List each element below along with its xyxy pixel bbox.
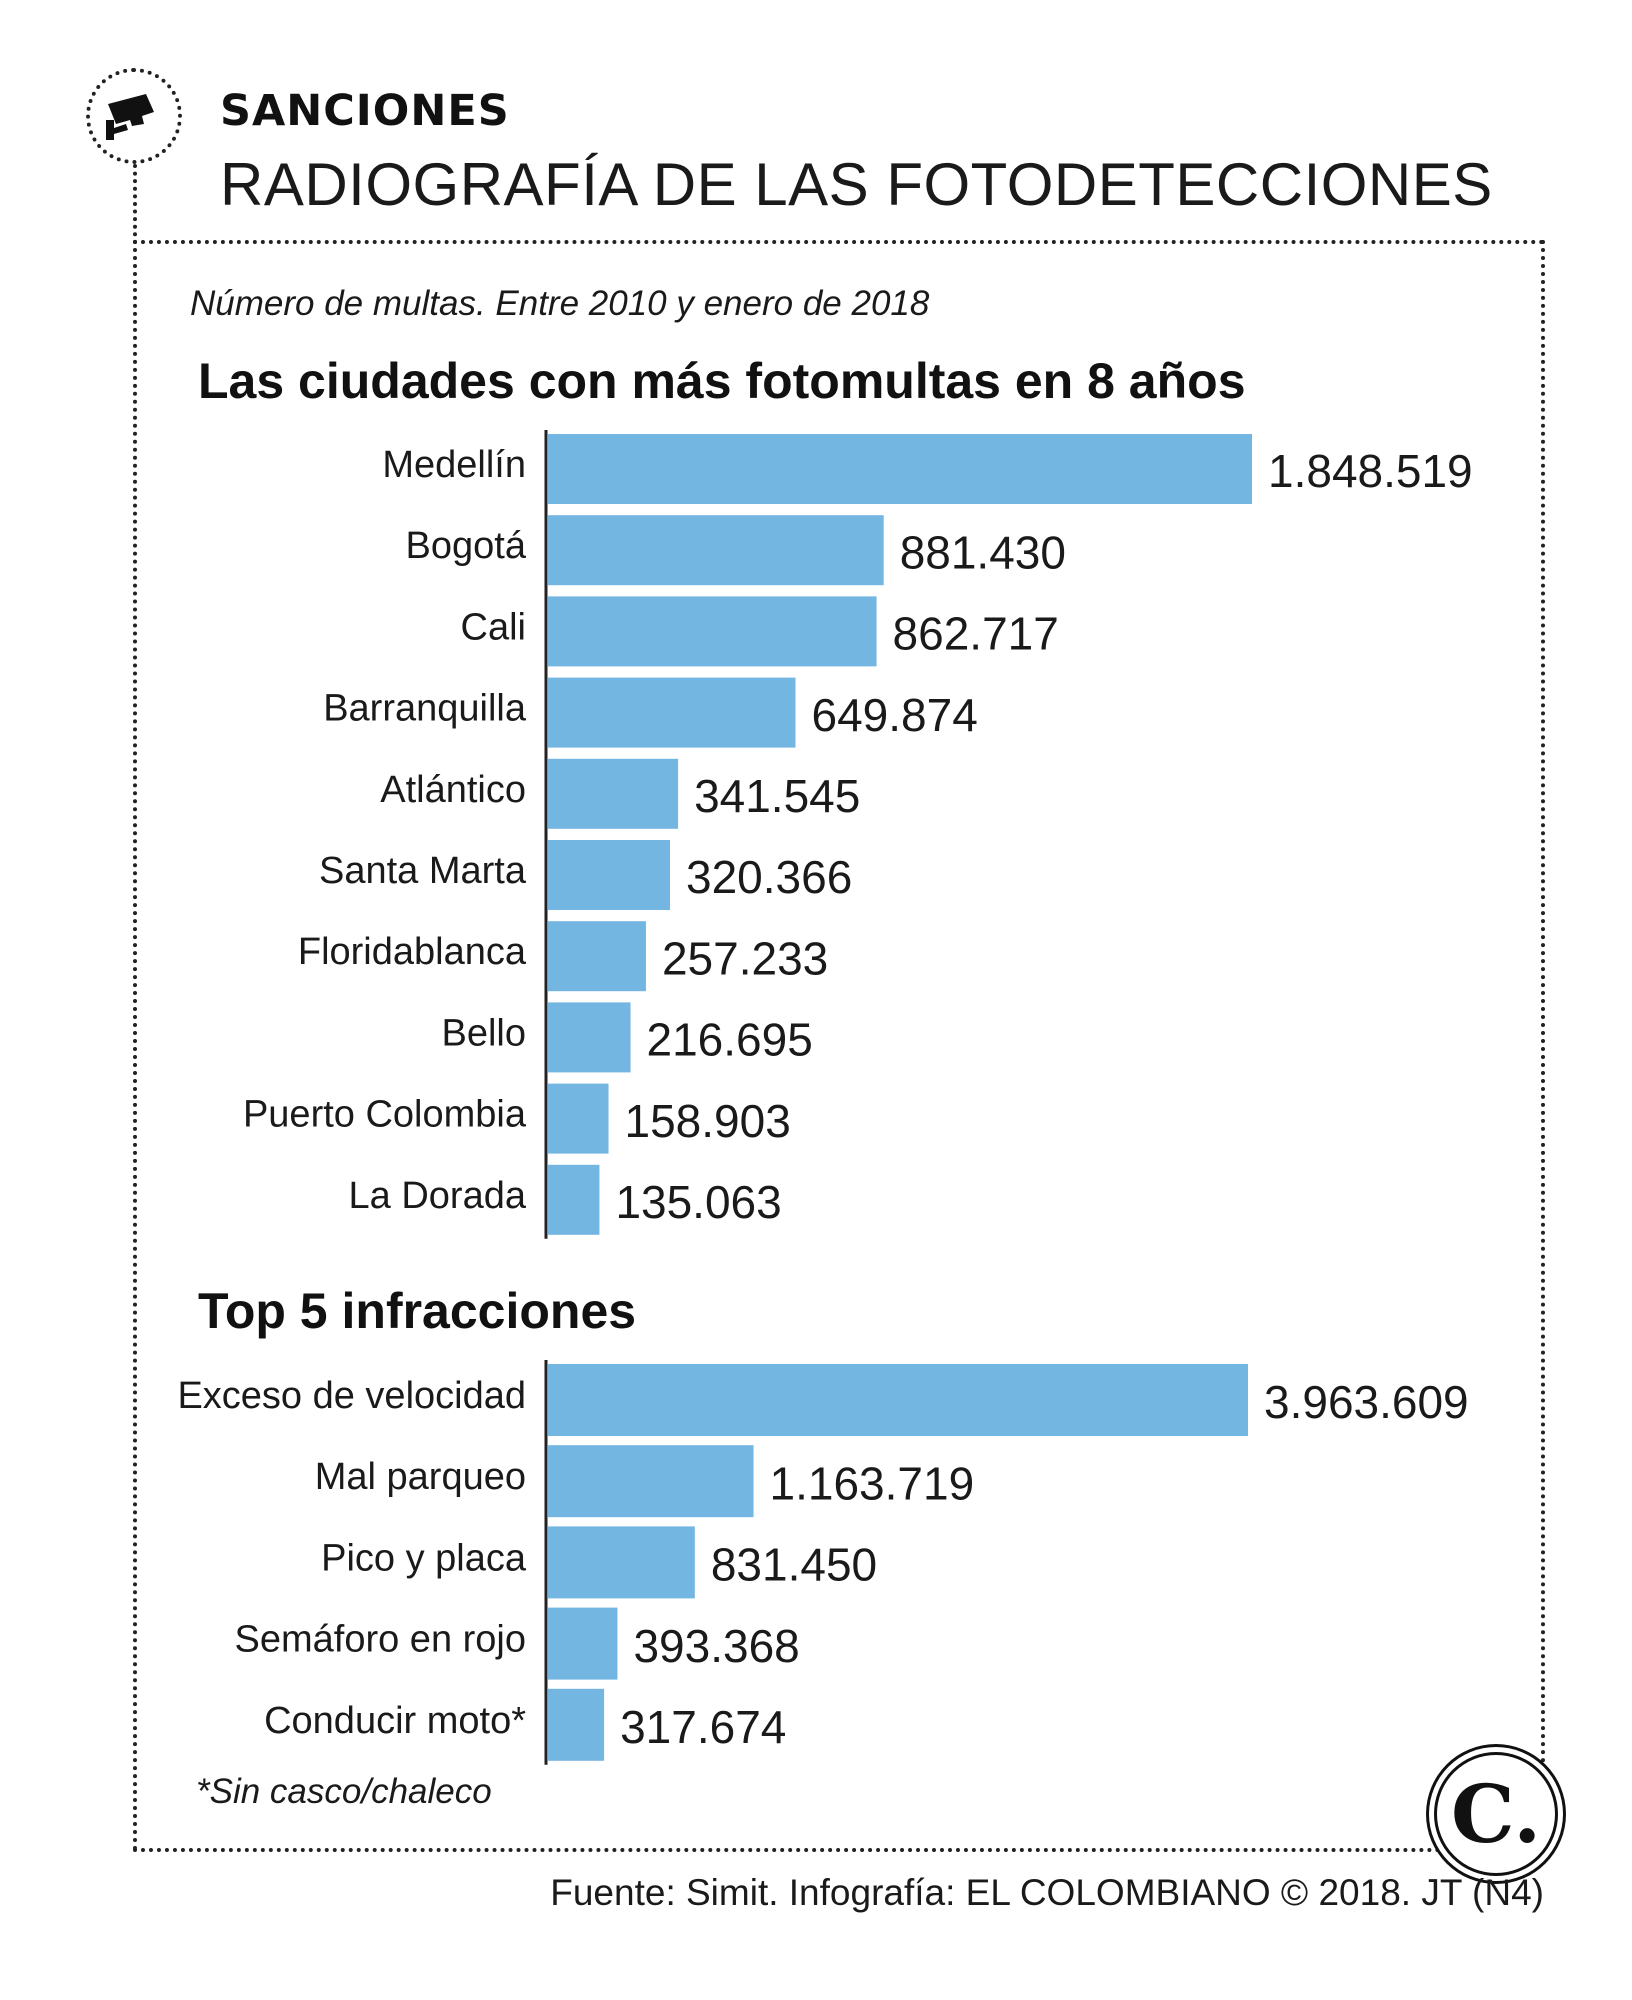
category-label: Cali: [461, 606, 526, 648]
category-label: Mal parqueo: [315, 1456, 526, 1498]
source-credit: Fuente: Simit. Infografía: EL COLOMBIANO…: [550, 1872, 1544, 1913]
cities-bar-chart: Medellín 1.848.519 Bogotá 881.430 Cali 862.71…: [243, 430, 1473, 1239]
icon-connector-line: [133, 164, 137, 244]
category-label: La Dorada: [349, 1175, 527, 1217]
category-label: Floridablanca: [298, 931, 527, 973]
bar-4: [548, 1688, 605, 1761]
category-label: Conducir moto*: [264, 1700, 526, 1742]
bar-0: [548, 434, 1252, 504]
bar-1: [548, 515, 884, 586]
bar-9: [548, 1164, 600, 1235]
page-headline: RADIOGRAFÍA DE LAS FOTODETECCIONES: [220, 151, 1493, 218]
value-label: 831.450: [711, 1539, 877, 1591]
value-label: 320.366: [686, 851, 852, 903]
category-label: Pico y placa: [321, 1537, 527, 1579]
bar-4: [548, 758, 679, 829]
infractions-chart-title: Top 5 infracciones: [198, 1283, 637, 1339]
section-kicker: SANCIONES: [220, 86, 510, 136]
bar-3: [548, 1607, 618, 1680]
footnote: *Sin casco/chaleco: [196, 1772, 492, 1811]
value-label: 649.874: [812, 689, 978, 741]
bar-3: [548, 677, 796, 748]
value-label: 135.063: [615, 1176, 781, 1228]
value-label: 3.963.609: [1264, 1376, 1469, 1428]
bar-8: [548, 1083, 609, 1154]
category-label: Exceso de velocidad: [177, 1375, 526, 1417]
infractions-bar-chart: Exceso de velocidad 3.963.609 Mal parqueo 1…: [177, 1360, 1469, 1765]
category-label: Puerto Colombia: [243, 1094, 527, 1136]
category-label: Bogotá: [406, 525, 527, 567]
bar-5: [548, 840, 671, 910]
bar-6: [548, 921, 646, 992]
value-label: 257.233: [662, 932, 828, 984]
value-label: 216.695: [647, 1014, 813, 1066]
bar-0: [548, 1364, 1248, 1436]
category-label: Santa Marta: [319, 850, 527, 892]
category-label: Atlántico: [380, 769, 526, 811]
dotted-frame: [133, 240, 1545, 1852]
el-colombiano-logo: C.: [1434, 1752, 1558, 1876]
header-icon-badge: [86, 68, 182, 164]
value-label: 317.674: [620, 1701, 786, 1753]
bar-2: [548, 596, 877, 667]
value-label: 1.163.719: [770, 1457, 975, 1509]
value-label: 881.430: [900, 526, 1066, 578]
category-label: Barranquilla: [323, 688, 527, 730]
chart-subtitle: Número de multas. Entre 2010 y enero de …: [190, 284, 930, 323]
category-label: Medellín: [382, 444, 526, 486]
value-label: 158.903: [625, 1095, 791, 1147]
value-label: 341.545: [694, 770, 860, 822]
bar-1: [548, 1445, 754, 1518]
cities-chart-title: Las ciudades con más fotomultas en 8 año…: [198, 353, 1246, 409]
value-label: 862.717: [893, 608, 1059, 660]
value-label: 1.848.519: [1268, 445, 1473, 497]
category-label: Bello: [442, 1012, 527, 1054]
category-label: Semáforo en rojo: [235, 1619, 527, 1661]
bar-7: [548, 1002, 631, 1073]
logo-letter: C.: [1450, 1767, 1542, 1861]
traffic-camera-icon: [106, 94, 154, 140]
bar-2: [548, 1526, 695, 1599]
value-label: 393.368: [633, 1620, 799, 1672]
